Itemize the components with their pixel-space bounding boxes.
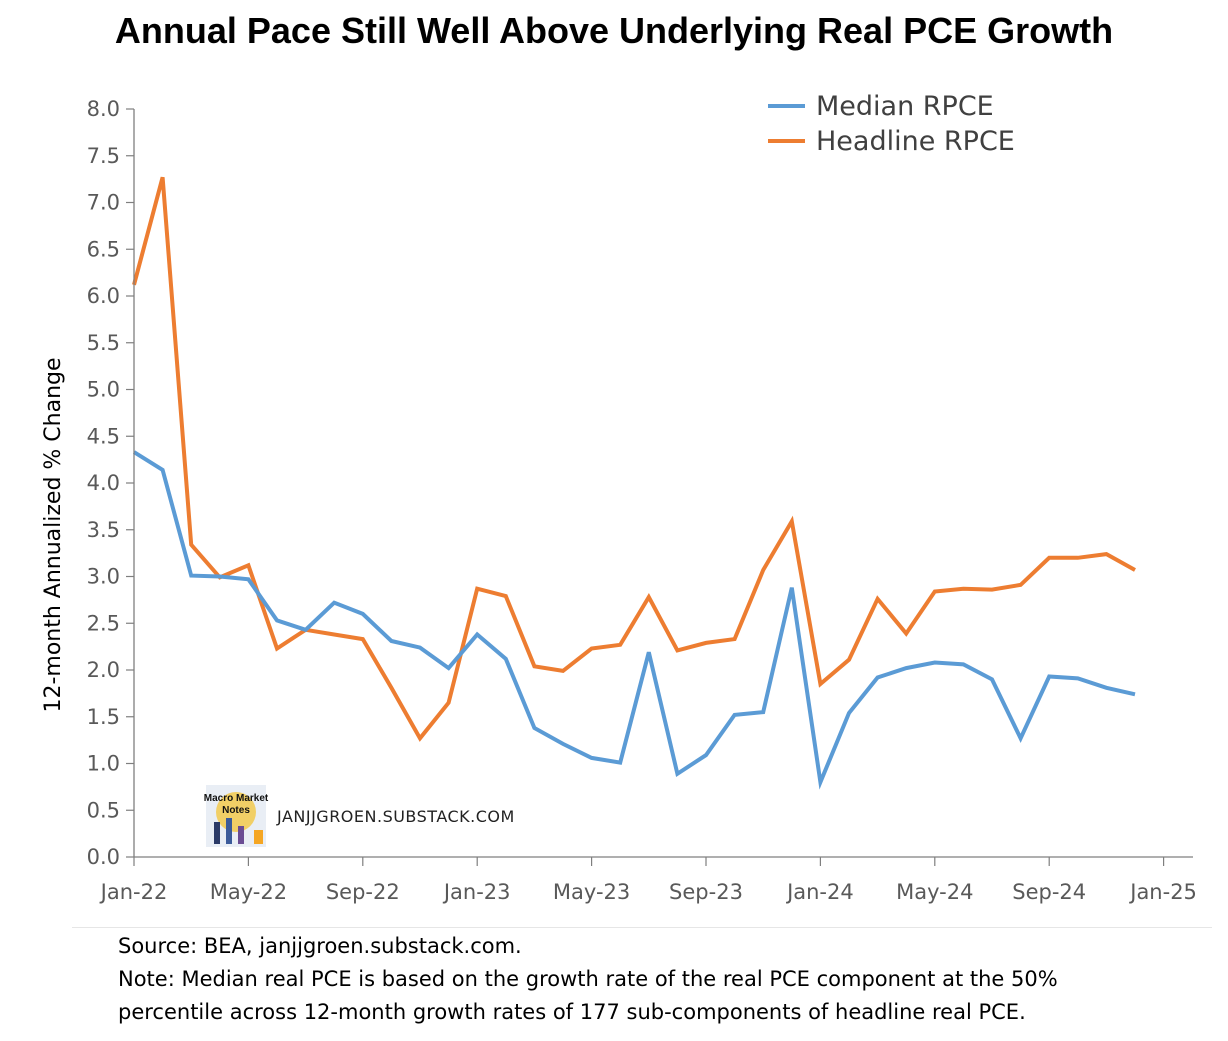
line-chart: 0.0 0.5 1.0 1.5 2.0 2.5 3.0 3.5 4.0 4.5 5.0 5.5 6.0 6… bbox=[41, 91, 1197, 904]
y-tick-label: 1.0 bbox=[87, 752, 120, 776]
series-line-median-rpce bbox=[132, 450, 1136, 790]
x-tick-label: Jan-25 bbox=[1128, 880, 1197, 904]
series-lines bbox=[132, 176, 1136, 790]
source-notes: Source: BEA, janjjgroen.substack.com. No… bbox=[118, 930, 1208, 1029]
svg-text:Notes: Notes bbox=[222, 805, 250, 816]
divider bbox=[72, 927, 1212, 928]
y-tick-label: 5.0 bbox=[87, 378, 120, 402]
y-axis-label: 12-month Annualized % Change bbox=[41, 357, 66, 712]
watermark-site: JANJJGROEN.SUBSTACK.COM bbox=[276, 807, 515, 826]
y-tick-label: 3.5 bbox=[87, 518, 120, 542]
legend-label-headline: Headline RPCE bbox=[816, 126, 1015, 157]
series-line-headline-rpce bbox=[132, 176, 1136, 742]
y-tick-label: 8.0 bbox=[87, 97, 120, 121]
y-tick-label: 7.5 bbox=[87, 144, 120, 168]
x-axis: Jan-22 May-22 Sep-22 Jan-23 May-23 Sep-23 Jan-… bbox=[99, 857, 1197, 904]
y-tick-label: 6.5 bbox=[87, 237, 120, 261]
y-tick-label: 0.5 bbox=[87, 798, 120, 822]
macro-market-notes-logo: Macro Market Notes bbox=[204, 785, 269, 847]
legend-label-median: Median RPCE bbox=[816, 91, 994, 122]
source-line: Source: BEA, janjjgroen.substack.com. bbox=[118, 934, 522, 958]
x-tick-label: May-24 bbox=[896, 880, 973, 904]
y-tick-label: 4.0 bbox=[87, 471, 120, 495]
x-tick-label: Sep-24 bbox=[1012, 880, 1086, 904]
x-tick-label: Jan-23 bbox=[442, 880, 511, 904]
x-tick-label: May-23 bbox=[553, 880, 630, 904]
y-tick-label: 4.5 bbox=[87, 424, 120, 448]
x-tick-label: Jan-22 bbox=[99, 880, 168, 904]
svg-text:Macro Market: Macro Market bbox=[204, 793, 269, 804]
y-tick-label: 5.5 bbox=[87, 331, 120, 355]
y-tick-label: 0.0 bbox=[87, 845, 120, 869]
y-tick-label: 2.0 bbox=[87, 658, 120, 682]
y-tick-label: 2.5 bbox=[87, 611, 120, 635]
y-tick-label: 6.0 bbox=[87, 284, 120, 308]
note-line-2: percentile across 12-month growth rates … bbox=[118, 1000, 1026, 1024]
y-tick-label: 7.0 bbox=[87, 191, 120, 215]
legend: Median RPCE Headline RPCE bbox=[768, 91, 1015, 157]
note-line-1: Note: Median real PCE is based on the gr… bbox=[118, 967, 1058, 991]
x-tick-label: Jan-24 bbox=[785, 880, 854, 904]
x-tick-label: Sep-23 bbox=[669, 880, 743, 904]
x-tick-label: Sep-22 bbox=[326, 880, 400, 904]
y-axis: 0.0 0.5 1.0 1.5 2.0 2.5 3.0 3.5 4.0 4.5 5.0 5.5 6.0 6… bbox=[87, 97, 134, 869]
chart-title: Annual Pace Still Well Above Underlying … bbox=[114, 10, 1114, 51]
x-tick-label: May-22 bbox=[210, 880, 287, 904]
y-tick-label: 3.0 bbox=[87, 565, 120, 589]
watermark: Macro Market Notes JANJJGROEN.SUBSTACK.C… bbox=[204, 785, 515, 847]
y-tick-label: 1.5 bbox=[87, 705, 120, 729]
